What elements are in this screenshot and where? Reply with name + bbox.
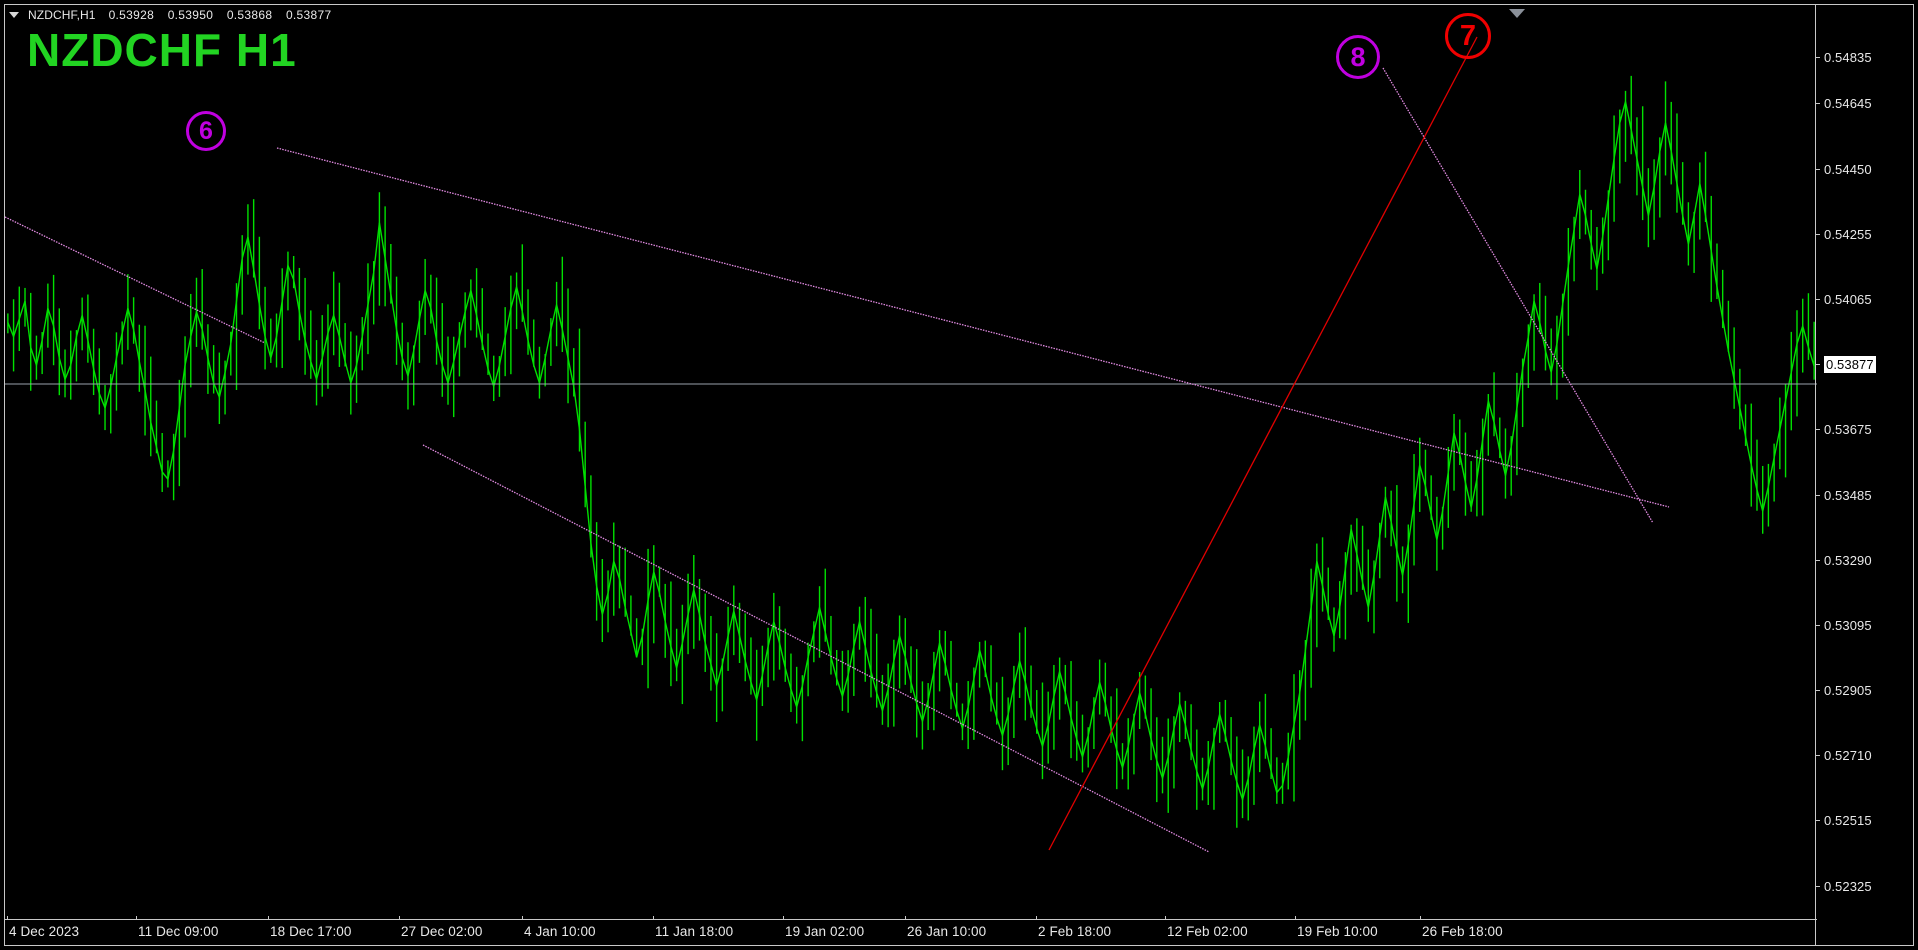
price-line [7, 101, 1815, 803]
quote-bar: NZDCHF,H1 0.53928 0.53950 0.53868 0.5387… [5, 5, 341, 25]
ohlc-high: 0.53950 [167, 8, 214, 22]
price-label: 0.54835 [1824, 49, 1872, 65]
price-tick-12: 0.52515 [1816, 812, 1872, 828]
tick-dash-icon [1165, 916, 1166, 920]
price-label: 0.54065 [1824, 291, 1872, 307]
tick-dash-icon [136, 916, 137, 920]
trendline-six-violet[interactable] [276, 147, 1670, 508]
price-label: 0.54645 [1824, 95, 1872, 111]
ohlc-close: 0.53877 [285, 8, 332, 22]
price-label: 0.52710 [1824, 747, 1872, 763]
price-label: 0.54255 [1824, 226, 1872, 242]
tick-dash-icon [1816, 298, 1820, 300]
price-tick-1: 0.54645 [1816, 95, 1872, 111]
symbol-period-label: NZDCHF,H1 [28, 8, 96, 22]
tick-dash-icon [1816, 624, 1820, 626]
trendline-red-support[interactable] [1048, 36, 1478, 851]
price-label: 0.52325 [1824, 878, 1872, 894]
price-tick-7: 0.53485 [1816, 487, 1872, 503]
time-label: 27 Dec 02:00 [401, 924, 483, 939]
time-label: 2 Feb 18:00 [1038, 924, 1112, 939]
plot-area[interactable] [5, 25, 1817, 919]
price-label: 0.52905 [1824, 682, 1872, 698]
time-label: 12 Feb 02:00 [1167, 924, 1248, 939]
tick-dash-icon [7, 916, 8, 920]
tick-dash-icon [1816, 754, 1820, 756]
tick-dash-icon [1816, 168, 1820, 170]
price-tick-11: 0.52710 [1816, 747, 1872, 763]
chart-scroll-handle[interactable] [1509, 9, 1525, 18]
tick-dash-icon [1816, 363, 1820, 365]
tick-dash-icon [1816, 689, 1820, 691]
price-tick-10: 0.52905 [1816, 682, 1872, 698]
price-tick-2: 0.54450 [1816, 161, 1872, 177]
ohlc-low: 0.53868 [226, 8, 273, 22]
tick-dash-icon [399, 916, 400, 920]
price-tick-13: 0.52325 [1816, 878, 1872, 894]
price-bars [7, 75, 1815, 828]
time-label: 18 Dec 17:00 [270, 924, 352, 939]
tick-dash-icon [1816, 233, 1820, 235]
price-tick-3: 0.54255 [1816, 226, 1872, 242]
price-label: 0.53290 [1824, 552, 1872, 568]
time-axis[interactable]: 4 Dec 2023 11 Dec 09:00 18 Dec 17:00 27 Dec… [5, 916, 1817, 945]
chart-frame: NZDCHF,H1 0.53928 0.53950 0.53868 0.5387… [4, 4, 1914, 946]
time-label: 26 Feb 18:00 [1422, 924, 1503, 939]
price-label: 0.53877 [1824, 355, 1876, 373]
tick-dash-icon [1816, 494, 1820, 496]
tick-dash-icon [1295, 916, 1296, 920]
tick-dash-icon [783, 916, 784, 920]
time-label: 4 Jan 10:00 [524, 924, 596, 939]
time-label: 11 Dec 09:00 [138, 924, 219, 939]
tick-dash-icon [1816, 428, 1820, 430]
price-tick-6: 0.53675 [1816, 421, 1872, 437]
tick-dash-icon [905, 916, 906, 920]
tick-dash-icon [1816, 885, 1820, 887]
price-label: 0.53095 [1824, 617, 1872, 633]
time-label: 19 Feb 10:00 [1297, 924, 1378, 939]
price-label: 0.53675 [1824, 421, 1872, 437]
price-label: 0.52515 [1824, 812, 1872, 828]
tick-dash-icon [1036, 916, 1037, 920]
current-price-label: 0.53877 [1816, 355, 1876, 373]
price-tick-9: 0.53095 [1816, 617, 1872, 633]
triangle-down-icon[interactable] [9, 12, 19, 18]
price-tick-4: 0.54065 [1816, 291, 1872, 307]
trendline-upper-violet[interactable] [5, 216, 266, 344]
tick-dash-icon [653, 916, 654, 920]
trendline-eight-violet[interactable] [1382, 67, 1654, 524]
chart-watermark-title: NZDCHF H1 [27, 24, 297, 76]
tick-dash-icon [1816, 559, 1820, 561]
time-label: 19 Jan 02:00 [785, 924, 865, 939]
tick-dash-icon [1816, 56, 1820, 58]
time-label: 4 Dec 2023 [9, 924, 80, 939]
tick-dash-icon [1816, 819, 1820, 821]
wave-marker-6[interactable]: 6 [186, 111, 226, 151]
tick-dash-icon [1816, 102, 1820, 104]
price-axis[interactable]: 0.54835 0.54645 0.54450 0.54255 0.54065 0.538… [1815, 5, 1913, 945]
tick-dash-icon [268, 916, 269, 920]
time-label: 11 Jan 18:00 [655, 924, 734, 939]
ohlc-open: 0.53928 [108, 8, 155, 22]
ohlc-values: 0.53928 0.53950 0.53868 0.53877 [109, 8, 342, 22]
trendline-lower-violet[interactable] [422, 444, 1210, 853]
tick-dash-icon [522, 916, 523, 920]
tick-dash-icon [1420, 916, 1421, 920]
price-label: 0.54450 [1824, 161, 1872, 177]
wave-marker-8[interactable]: 8 [1336, 35, 1380, 79]
price-tick-0: 0.54835 [1816, 49, 1872, 65]
time-label: 26 Jan 10:00 [907, 924, 987, 939]
wave-marker-7[interactable]: 7 [1445, 13, 1491, 59]
price-plot-svg [5, 36, 1817, 853]
price-label: 0.53485 [1824, 487, 1872, 503]
price-tick-8: 0.53290 [1816, 552, 1872, 568]
